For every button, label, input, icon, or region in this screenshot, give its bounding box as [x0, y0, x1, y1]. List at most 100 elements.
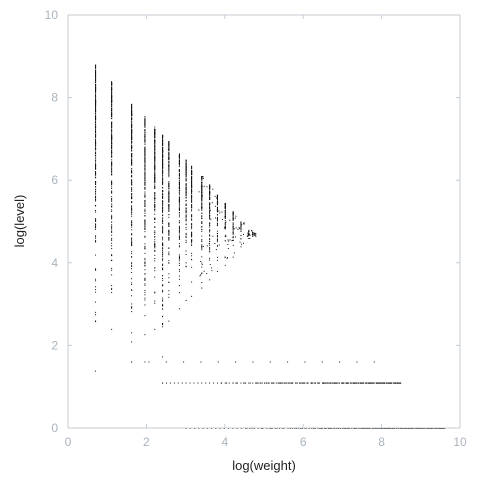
- data-point: [178, 161, 180, 163]
- data-point: [178, 199, 180, 201]
- data-point: [252, 361, 254, 363]
- data-point: [168, 173, 170, 175]
- data-point: [111, 328, 113, 330]
- data-point: [216, 200, 218, 202]
- data-point: [95, 100, 97, 102]
- data-point: [168, 201, 170, 203]
- data-point: [191, 201, 193, 203]
- data-point: [111, 225, 113, 227]
- data-point: [353, 382, 355, 384]
- data-point: [111, 214, 113, 216]
- data-point: [154, 192, 156, 194]
- data-point: [301, 382, 303, 384]
- data-point: [178, 269, 180, 271]
- data-point: [131, 110, 133, 112]
- data-point: [306, 382, 308, 384]
- data-point: [178, 229, 180, 231]
- data-point: [111, 165, 113, 167]
- data-point: [201, 215, 203, 217]
- data-point: [191, 243, 193, 245]
- data-point: [185, 188, 187, 190]
- data-point: [248, 232, 250, 234]
- data-point: [324, 382, 326, 384]
- data-point: [111, 291, 113, 293]
- data-point: [238, 227, 240, 229]
- data-point: [240, 223, 242, 225]
- data-point: [185, 164, 187, 166]
- data-point: [131, 159, 133, 161]
- data-point: [168, 208, 170, 210]
- data-point: [162, 157, 164, 159]
- data-point: [111, 83, 113, 85]
- data-point: [111, 132, 113, 134]
- data-point: [162, 243, 164, 245]
- data-point: [329, 382, 331, 384]
- data-point: [267, 382, 269, 384]
- data-point: [162, 279, 164, 281]
- data-point: [191, 176, 193, 178]
- data-point: [168, 225, 170, 227]
- data-point: [201, 207, 203, 209]
- data-point: [168, 239, 170, 241]
- data-point: [95, 240, 97, 242]
- data-point: [95, 69, 97, 71]
- data-point: [162, 260, 164, 262]
- data-point: [131, 189, 133, 191]
- data-point: [95, 107, 97, 109]
- data-point: [111, 116, 113, 118]
- data-point: [144, 118, 146, 120]
- data-point: [216, 196, 218, 198]
- data-point: [232, 222, 234, 224]
- data-point: [144, 164, 146, 166]
- data-point: [131, 136, 133, 138]
- data-point: [162, 264, 164, 266]
- data-point: [131, 195, 133, 197]
- data-point: [111, 285, 113, 287]
- data-point: [162, 305, 164, 307]
- data-point: [178, 159, 180, 161]
- data-point: [211, 270, 213, 272]
- data-point: [144, 201, 146, 203]
- data-point: [111, 248, 113, 250]
- data-point: [201, 256, 203, 258]
- data-point: [111, 255, 113, 257]
- data-point: [322, 382, 324, 384]
- data-point: [334, 382, 336, 384]
- data-point: [235, 227, 237, 229]
- data-point: [235, 215, 237, 217]
- data-point: [382, 382, 384, 384]
- data-point: [178, 256, 180, 258]
- data-point: [168, 187, 170, 189]
- data-point: [95, 152, 97, 154]
- data-point: [178, 308, 180, 310]
- data-point: [266, 382, 268, 384]
- data-point: [178, 227, 180, 229]
- data-point: [216, 220, 218, 222]
- data-point: [185, 262, 187, 264]
- data-point: [178, 209, 180, 211]
- data-point: [144, 259, 146, 261]
- data-point: [154, 133, 156, 135]
- data-point: [209, 215, 211, 217]
- data-point: [154, 135, 156, 137]
- data-point: [95, 124, 97, 126]
- data-point: [224, 264, 226, 266]
- data-point: [95, 172, 97, 174]
- data-point: [224, 211, 226, 213]
- data-point: [214, 205, 216, 207]
- data-point: [154, 144, 156, 146]
- data-point: [95, 254, 97, 256]
- data-point: [162, 212, 164, 214]
- data-point: [295, 382, 297, 384]
- data-point: [95, 77, 97, 79]
- data-point: [191, 181, 193, 183]
- data-point: [191, 255, 193, 257]
- data-point: [216, 216, 218, 218]
- data-point: [154, 173, 156, 175]
- data-point: [178, 156, 180, 158]
- data-point: [217, 201, 219, 203]
- data-point: [144, 157, 146, 159]
- data-point: [111, 92, 113, 94]
- data-point: [95, 228, 97, 230]
- data-point: [111, 289, 113, 290]
